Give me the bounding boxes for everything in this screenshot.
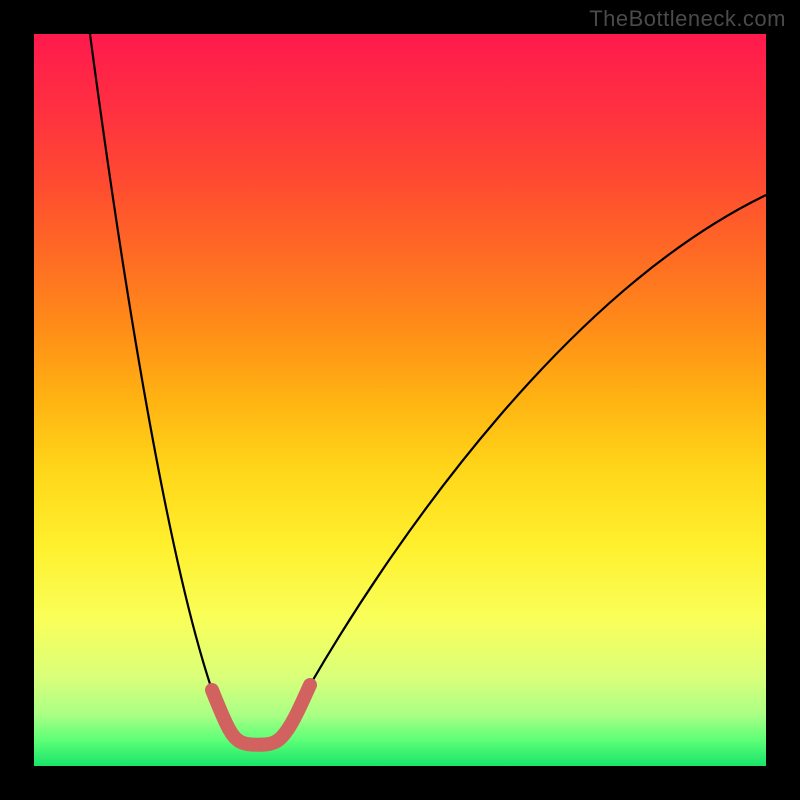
plot-area [34, 34, 766, 766]
watermark-label: TheBottleneck.com [589, 6, 786, 32]
chart-svg [0, 0, 800, 800]
chart-container: TheBottleneck.com [0, 0, 800, 800]
